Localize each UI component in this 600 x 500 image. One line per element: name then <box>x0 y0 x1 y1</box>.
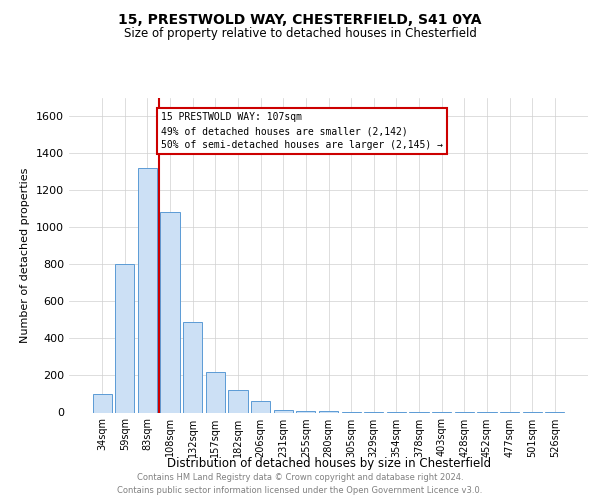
Bar <box>115 264 134 412</box>
Text: Size of property relative to detached houses in Chesterfield: Size of property relative to detached ho… <box>124 28 476 40</box>
Text: Distribution of detached houses by size in Chesterfield: Distribution of detached houses by size … <box>167 458 491 470</box>
Bar <box>274 410 293 412</box>
Bar <box>319 411 338 412</box>
Bar <box>92 394 112 412</box>
Text: 15, PRESTWOLD WAY, CHESTERFIELD, S41 0YA: 15, PRESTWOLD WAY, CHESTERFIELD, S41 0YA <box>118 12 482 26</box>
Bar <box>138 168 157 412</box>
Text: Contains HM Land Registry data © Crown copyright and database right 2024.
Contai: Contains HM Land Registry data © Crown c… <box>118 474 482 495</box>
Y-axis label: Number of detached properties: Number of detached properties <box>20 168 31 342</box>
Bar <box>296 410 316 412</box>
Bar <box>160 212 180 412</box>
Bar <box>206 372 225 412</box>
Bar <box>229 390 248 412</box>
Text: 15 PRESTWOLD WAY: 107sqm
49% of detached houses are smaller (2,142)
50% of semi-: 15 PRESTWOLD WAY: 107sqm 49% of detached… <box>161 112 443 150</box>
Bar <box>183 322 202 412</box>
Bar <box>251 402 270 412</box>
